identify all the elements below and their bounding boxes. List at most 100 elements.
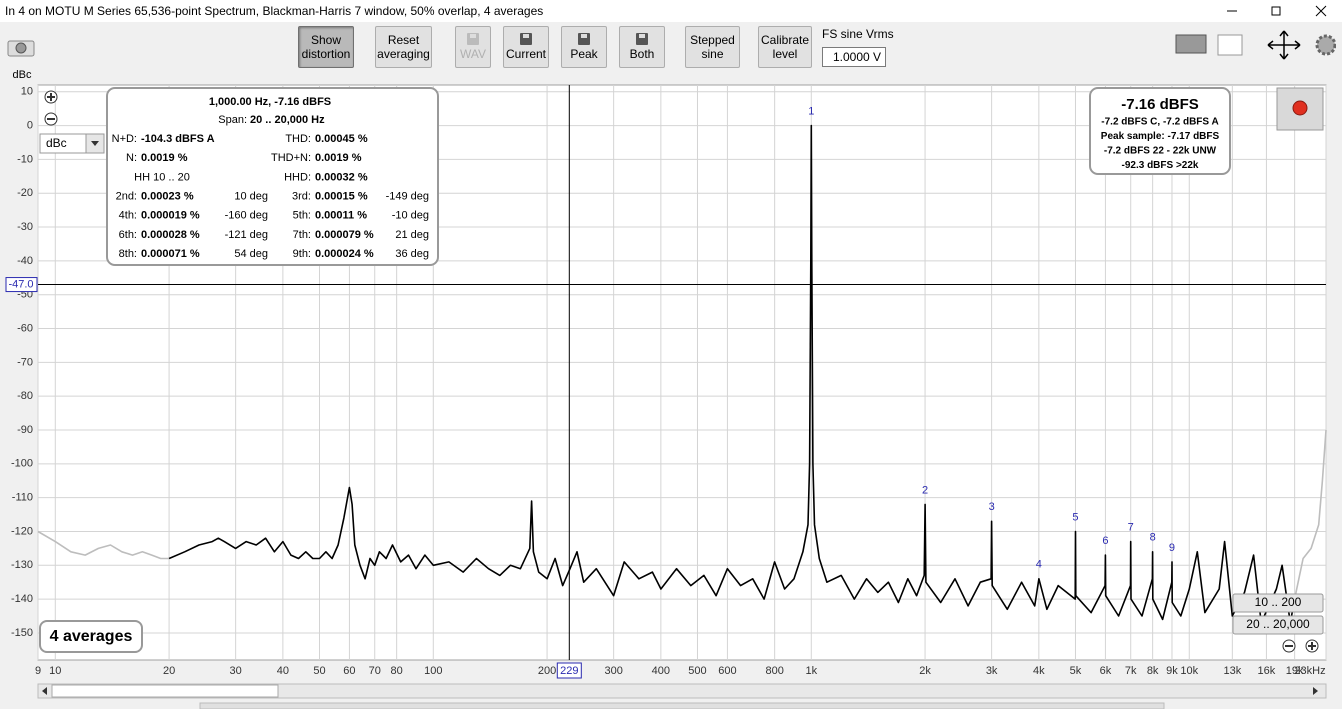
info-cell: 9th: xyxy=(293,248,311,260)
button-label: Calibrate xyxy=(760,33,810,47)
span-value: 20 .. 20,000 Hz xyxy=(250,114,325,126)
x-tick-label: 9 xyxy=(35,665,41,677)
averages-label: 4 averages xyxy=(50,628,133,645)
button-label: level xyxy=(772,47,798,61)
cursor-x-label: 229 xyxy=(560,665,578,677)
info-cell: 0.00045 % xyxy=(315,133,368,145)
info-cell: 21 deg xyxy=(395,229,429,241)
x-tick-label: 80 xyxy=(391,665,403,677)
x-tick-label: 400 xyxy=(652,665,670,677)
info-cell: 10 deg xyxy=(234,191,268,203)
bottom-strip xyxy=(199,702,1165,709)
info-cell: -104.3 dBFS A xyxy=(141,133,215,145)
harmonic-marker: 3 xyxy=(989,501,995,513)
layout-icon[interactable] xyxy=(1175,34,1207,54)
y-tick-label: -60 xyxy=(17,322,33,334)
info-cell: 0.00011 % xyxy=(315,210,367,222)
scroll-left xyxy=(42,687,47,695)
y-tick-label: -140 xyxy=(11,593,33,605)
toolbar-button[interactable]: Show distortion xyxy=(298,26,354,68)
spectrum-trace xyxy=(168,124,1296,624)
toolbar-button[interactable]: Calibrate level xyxy=(758,26,812,68)
window-title: In 4 on MOTU M Series 65,536-point Spect… xyxy=(5,4,544,18)
info-cell: THD: xyxy=(285,133,311,145)
toolbar-button[interactable]: WAV xyxy=(455,26,491,68)
harmonic-marker: 2 xyxy=(922,484,928,496)
harmonic-marker: 7 xyxy=(1128,522,1134,534)
info-cell: 36 deg xyxy=(395,248,429,260)
camera-icon[interactable] xyxy=(7,36,37,58)
toolbar-button[interactable]: Stepped sine xyxy=(685,26,740,68)
scroll-right xyxy=(1313,687,1318,695)
info-cell: 0.00032 % xyxy=(315,171,368,183)
info-cell: HH 10 .. 20 xyxy=(134,171,190,183)
range-button[interactable] xyxy=(1232,593,1324,613)
info-cell: HHD: xyxy=(284,171,311,183)
y-tick-label: 10 xyxy=(21,86,33,98)
unit-select-value: dBc xyxy=(46,136,67,150)
x-tick-label: 1k xyxy=(805,665,817,677)
x-tick-label: 300 xyxy=(604,665,622,677)
button-label: distortion xyxy=(301,47,351,61)
info-header: 1,000.00 Hz, -7.16 dBFS xyxy=(209,96,331,108)
settings-icon[interactable] xyxy=(1315,34,1336,56)
toolbar-button[interactable]: Both xyxy=(619,26,665,68)
y-tick-label: -130 xyxy=(11,559,33,571)
button-label: Peak xyxy=(570,47,598,61)
x-tick-label: 23kHz xyxy=(1294,665,1325,677)
fs-input[interactable]: 1.0000 V xyxy=(822,47,886,67)
move-icon[interactable] xyxy=(1267,30,1301,60)
info-cell: 0.00015 % xyxy=(315,191,368,203)
toolbar-button[interactable]: Reset averaging xyxy=(375,26,432,68)
x-tick-label: 50 xyxy=(313,665,325,677)
info-cell: 0.000024 % xyxy=(315,248,374,260)
info-cell: N: xyxy=(126,152,137,164)
info-cell: 8th: xyxy=(119,248,137,260)
x-tick-label: 19k xyxy=(1286,665,1304,677)
title-bar: In 4 on MOTU M Series 65,536-point Spect… xyxy=(0,0,1342,22)
info-cell: 0.0019 % xyxy=(141,152,188,164)
span-label: Span: xyxy=(218,114,247,126)
info-cell: -121 deg xyxy=(225,229,268,241)
view-icons xyxy=(1175,30,1336,60)
info-cell: 6th: xyxy=(119,229,137,241)
x-tick-label: 9k xyxy=(1166,665,1178,677)
info-cell: N+D: xyxy=(112,133,137,145)
restore-button[interactable] xyxy=(1271,6,1281,16)
info-cell: 54 deg xyxy=(234,248,268,260)
x-tick-label: 200 xyxy=(538,665,556,677)
harmonic-marker: 6 xyxy=(1102,535,1108,547)
info-cell: 0.00023 % xyxy=(141,191,194,203)
close-button[interactable] xyxy=(1315,5,1327,17)
button-label: averaging xyxy=(377,47,430,61)
level-line: -7.2 dBFS C, -7.2 dBFS A xyxy=(1101,117,1218,128)
y-tick-label: -40 xyxy=(17,255,33,267)
x-tick-label: 4k xyxy=(1033,665,1045,677)
toolbar-button[interactable]: Current xyxy=(503,26,549,68)
x-tick-label: 60 xyxy=(343,665,355,677)
toolbar-button[interactable]: Peak xyxy=(561,26,607,68)
info-cell: 5th: xyxy=(293,210,311,222)
y-tick-label: -70 xyxy=(17,356,33,368)
level-main: -7.16 dBFS xyxy=(1121,96,1199,113)
x-tick-label: 6k xyxy=(1100,665,1112,677)
info-cell: 4th: xyxy=(119,210,137,222)
save-icon xyxy=(467,33,479,45)
cursor-y-box xyxy=(5,277,38,293)
x-tick-label: 40 xyxy=(277,665,289,677)
x-tick-label: 70 xyxy=(369,665,381,677)
record-dot xyxy=(1292,100,1308,116)
level-line: -92.3 dBFS >22k xyxy=(1122,160,1199,171)
harmonic-marker: 9 xyxy=(1169,542,1175,554)
y-tick-label: -90 xyxy=(17,424,33,436)
button-label: sine xyxy=(701,47,724,61)
scrollbar-thumb[interactable] xyxy=(51,684,279,698)
columns-icon[interactable] xyxy=(1217,34,1243,56)
scrollbar[interactable] xyxy=(37,683,1327,699)
cursor-y-label: -47.0 xyxy=(8,278,33,290)
fs-label: FS sine Vrms xyxy=(822,27,894,41)
range-button[interactable] xyxy=(1232,615,1324,635)
x-tick-label: 20 xyxy=(163,665,175,677)
